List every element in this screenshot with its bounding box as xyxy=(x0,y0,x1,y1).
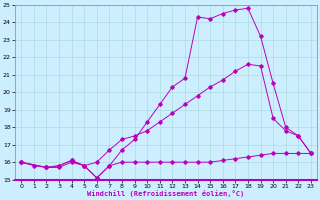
X-axis label: Windchill (Refroidissement éolien,°C): Windchill (Refroidissement éolien,°C) xyxy=(87,190,245,197)
